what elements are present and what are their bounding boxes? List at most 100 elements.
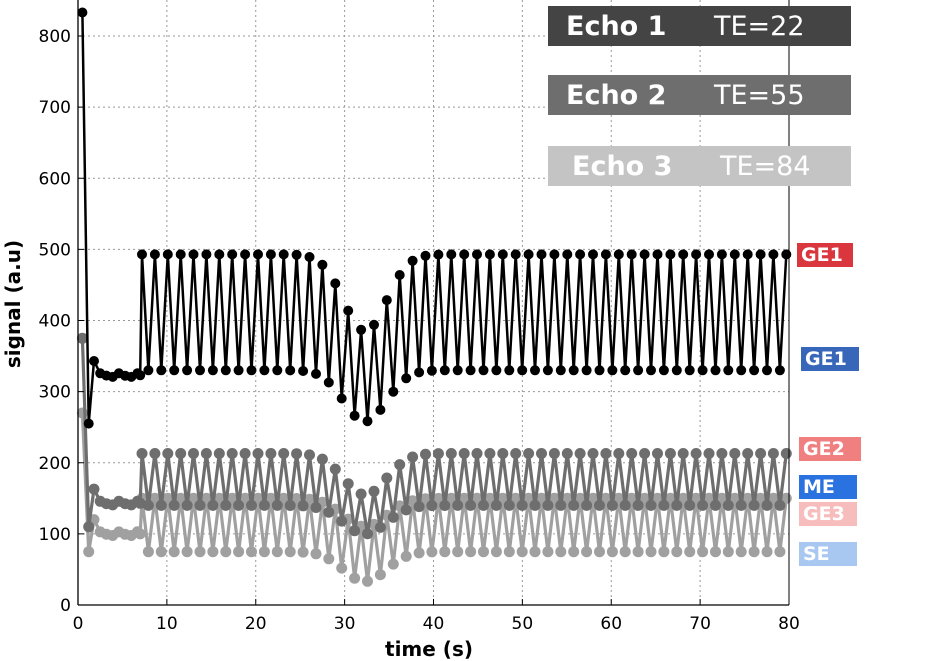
series-2-point: [516, 499, 528, 511]
series-1-point: [749, 365, 760, 376]
series-3-point: [400, 550, 412, 562]
series-2-point: [600, 448, 612, 459]
series-3-point: [213, 492, 225, 504]
series-2-point: [368, 485, 380, 497]
series-3-point: [574, 492, 586, 504]
series-2-point: [168, 499, 180, 511]
series-3-point: [226, 492, 238, 504]
series-2-point: [710, 499, 721, 511]
series-1-point: [362, 416, 373, 427]
series-3-point: [452, 546, 464, 558]
series-2-point: [194, 499, 206, 511]
series-1-point: [420, 250, 431, 261]
series-1-point: [298, 366, 309, 376]
series-1-point: [156, 365, 167, 376]
series-1-point: [272, 365, 283, 376]
series-2-point: [465, 499, 477, 511]
series-2-point: [748, 499, 760, 511]
series-2-point: [336, 515, 348, 527]
series-3-point: [632, 546, 644, 558]
series-1-point: [575, 249, 586, 260]
series-3-point: [220, 546, 232, 558]
series-3-point: [645, 546, 657, 558]
series-2-point: [394, 459, 406, 471]
series-3-point: [594, 546, 605, 558]
series-2-point: [548, 448, 560, 459]
series-2-point: [349, 525, 361, 537]
series-1-point: [317, 259, 328, 270]
series-3-point: [239, 492, 251, 504]
series-3-point: [658, 546, 670, 558]
series-2-point: [581, 499, 593, 511]
series-1-point: [762, 365, 772, 376]
series-1-point: [665, 249, 676, 260]
tag-me: ME: [799, 475, 857, 499]
series-2-point: [671, 499, 683, 511]
echo-1-legend: Echo 1 TE=22: [548, 6, 851, 46]
series-3-point: [619, 546, 631, 558]
series-2-point: [471, 448, 483, 459]
series-3-point: [561, 492, 573, 504]
series-2-point: [155, 499, 167, 511]
tag-se: SE: [799, 542, 857, 566]
series-1-point: [414, 367, 425, 378]
series-3: [76, 407, 792, 587]
series-2-point: [207, 499, 219, 511]
series-2-point: [381, 472, 393, 484]
series-3-point: [722, 546, 734, 558]
echo-2-te: TE=55: [714, 79, 805, 111]
series-2-point: [716, 448, 728, 459]
series-3-line: [80, 412, 788, 582]
echo-1-te: TE=22: [714, 10, 805, 42]
series-2-point: [568, 499, 580, 511]
series-3-point: [516, 546, 528, 558]
series-1-point: [83, 418, 94, 429]
series-3-point: [490, 546, 502, 558]
series-1-point: [517, 365, 528, 376]
series-3-point: [767, 492, 779, 504]
series-2-point: [323, 506, 335, 518]
series-1-point: [278, 249, 289, 260]
series-2-point: [613, 448, 625, 459]
series-2-point: [252, 448, 264, 459]
y-tick-label-500: 500: [39, 240, 71, 260]
series-2-point: [484, 448, 496, 459]
series-3-point: [555, 546, 567, 558]
axes: 0 10 20 30 40 50 60 70 8001002003004005006007008…: [39, 0, 800, 634]
series-1-point: [497, 249, 508, 260]
series-1-point: [426, 365, 437, 376]
x-tick-label-60: 60: [600, 614, 622, 634]
series-1-point: [169, 365, 180, 376]
x-tick-label-80: 80: [778, 614, 800, 634]
series-1-point: [265, 249, 276, 260]
series-1-point: [162, 249, 173, 260]
series-3-point: [246, 546, 257, 558]
series-1-point: [581, 365, 592, 376]
series-2-point: [639, 448, 651, 459]
series-3-point: [510, 492, 522, 504]
series-3-point: [465, 546, 477, 558]
series-3-point: [587, 492, 599, 504]
series-1-point: [227, 249, 238, 260]
series-1-point: [736, 365, 747, 376]
series-2-point: [233, 499, 245, 511]
series-1-point: [781, 249, 792, 260]
series-3-point: [162, 492, 174, 504]
y-tick-label-300: 300: [39, 383, 71, 403]
echo-2-legend: Echo 2 TE=55: [548, 75, 851, 115]
series-2-point: [684, 499, 696, 511]
series-1-point: [774, 365, 785, 376]
series-2-point: [374, 521, 386, 533]
tag-ge1-red: GE1: [797, 243, 853, 267]
series-2-point: [735, 499, 747, 511]
series-2-point: [780, 448, 792, 459]
series-1-point: [626, 249, 637, 260]
x-axis-title: time (s): [385, 637, 473, 661]
series-1-point: [433, 249, 444, 260]
series-1-point: [504, 365, 515, 376]
series-3-point: [349, 572, 361, 584]
series-2-point: [162, 448, 174, 459]
series-1-point: [311, 368, 321, 379]
series-1-point: [633, 365, 644, 376]
series-1-point: [646, 365, 656, 376]
